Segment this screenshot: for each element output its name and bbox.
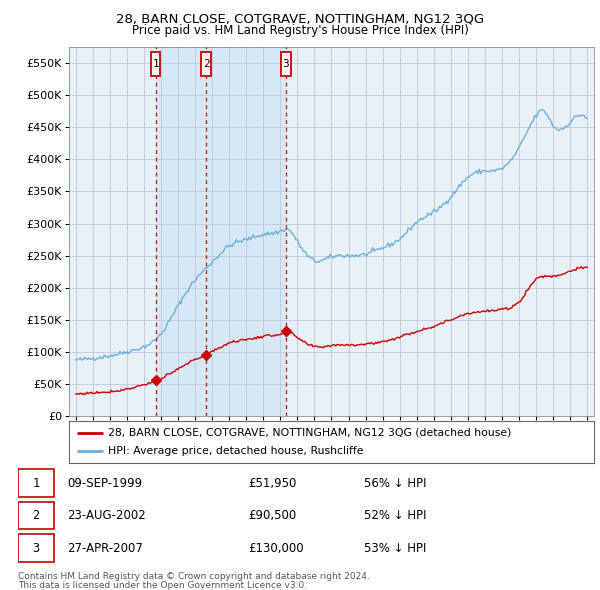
Text: 1: 1 xyxy=(32,477,40,490)
Text: Contains HM Land Registry data © Crown copyright and database right 2024.: Contains HM Land Registry data © Crown c… xyxy=(18,572,370,581)
Text: 28, BARN CLOSE, COTGRAVE, NOTTINGHAM, NG12 3QG: 28, BARN CLOSE, COTGRAVE, NOTTINGHAM, NG… xyxy=(116,13,484,26)
Text: 09-SEP-1999: 09-SEP-1999 xyxy=(67,477,142,490)
FancyBboxPatch shape xyxy=(18,535,54,562)
Text: 53% ↓ HPI: 53% ↓ HPI xyxy=(364,542,426,555)
Text: 3: 3 xyxy=(32,542,40,555)
FancyBboxPatch shape xyxy=(18,502,54,529)
Text: £51,950: £51,950 xyxy=(248,477,297,490)
Text: 1: 1 xyxy=(152,59,159,69)
FancyBboxPatch shape xyxy=(18,470,54,497)
Text: 27-APR-2007: 27-APR-2007 xyxy=(67,542,143,555)
Text: 56% ↓ HPI: 56% ↓ HPI xyxy=(364,477,426,490)
Text: £90,500: £90,500 xyxy=(248,509,296,522)
FancyBboxPatch shape xyxy=(281,52,290,76)
Text: Price paid vs. HM Land Registry's House Price Index (HPI): Price paid vs. HM Land Registry's House … xyxy=(131,24,469,37)
Text: £130,000: £130,000 xyxy=(248,542,304,555)
Text: 52% ↓ HPI: 52% ↓ HPI xyxy=(364,509,426,522)
Text: 2: 2 xyxy=(203,59,209,69)
Text: 23-AUG-2002: 23-AUG-2002 xyxy=(67,509,146,522)
Bar xyxy=(156,47,286,416)
FancyBboxPatch shape xyxy=(151,52,160,76)
Text: 2: 2 xyxy=(32,509,40,522)
Text: 3: 3 xyxy=(283,59,289,69)
FancyBboxPatch shape xyxy=(202,52,211,76)
Text: This data is licensed under the Open Government Licence v3.0.: This data is licensed under the Open Gov… xyxy=(18,581,307,590)
Text: 28, BARN CLOSE, COTGRAVE, NOTTINGHAM, NG12 3QG (detached house): 28, BARN CLOSE, COTGRAVE, NOTTINGHAM, NG… xyxy=(109,428,512,438)
Text: HPI: Average price, detached house, Rushcliffe: HPI: Average price, detached house, Rush… xyxy=(109,446,364,456)
